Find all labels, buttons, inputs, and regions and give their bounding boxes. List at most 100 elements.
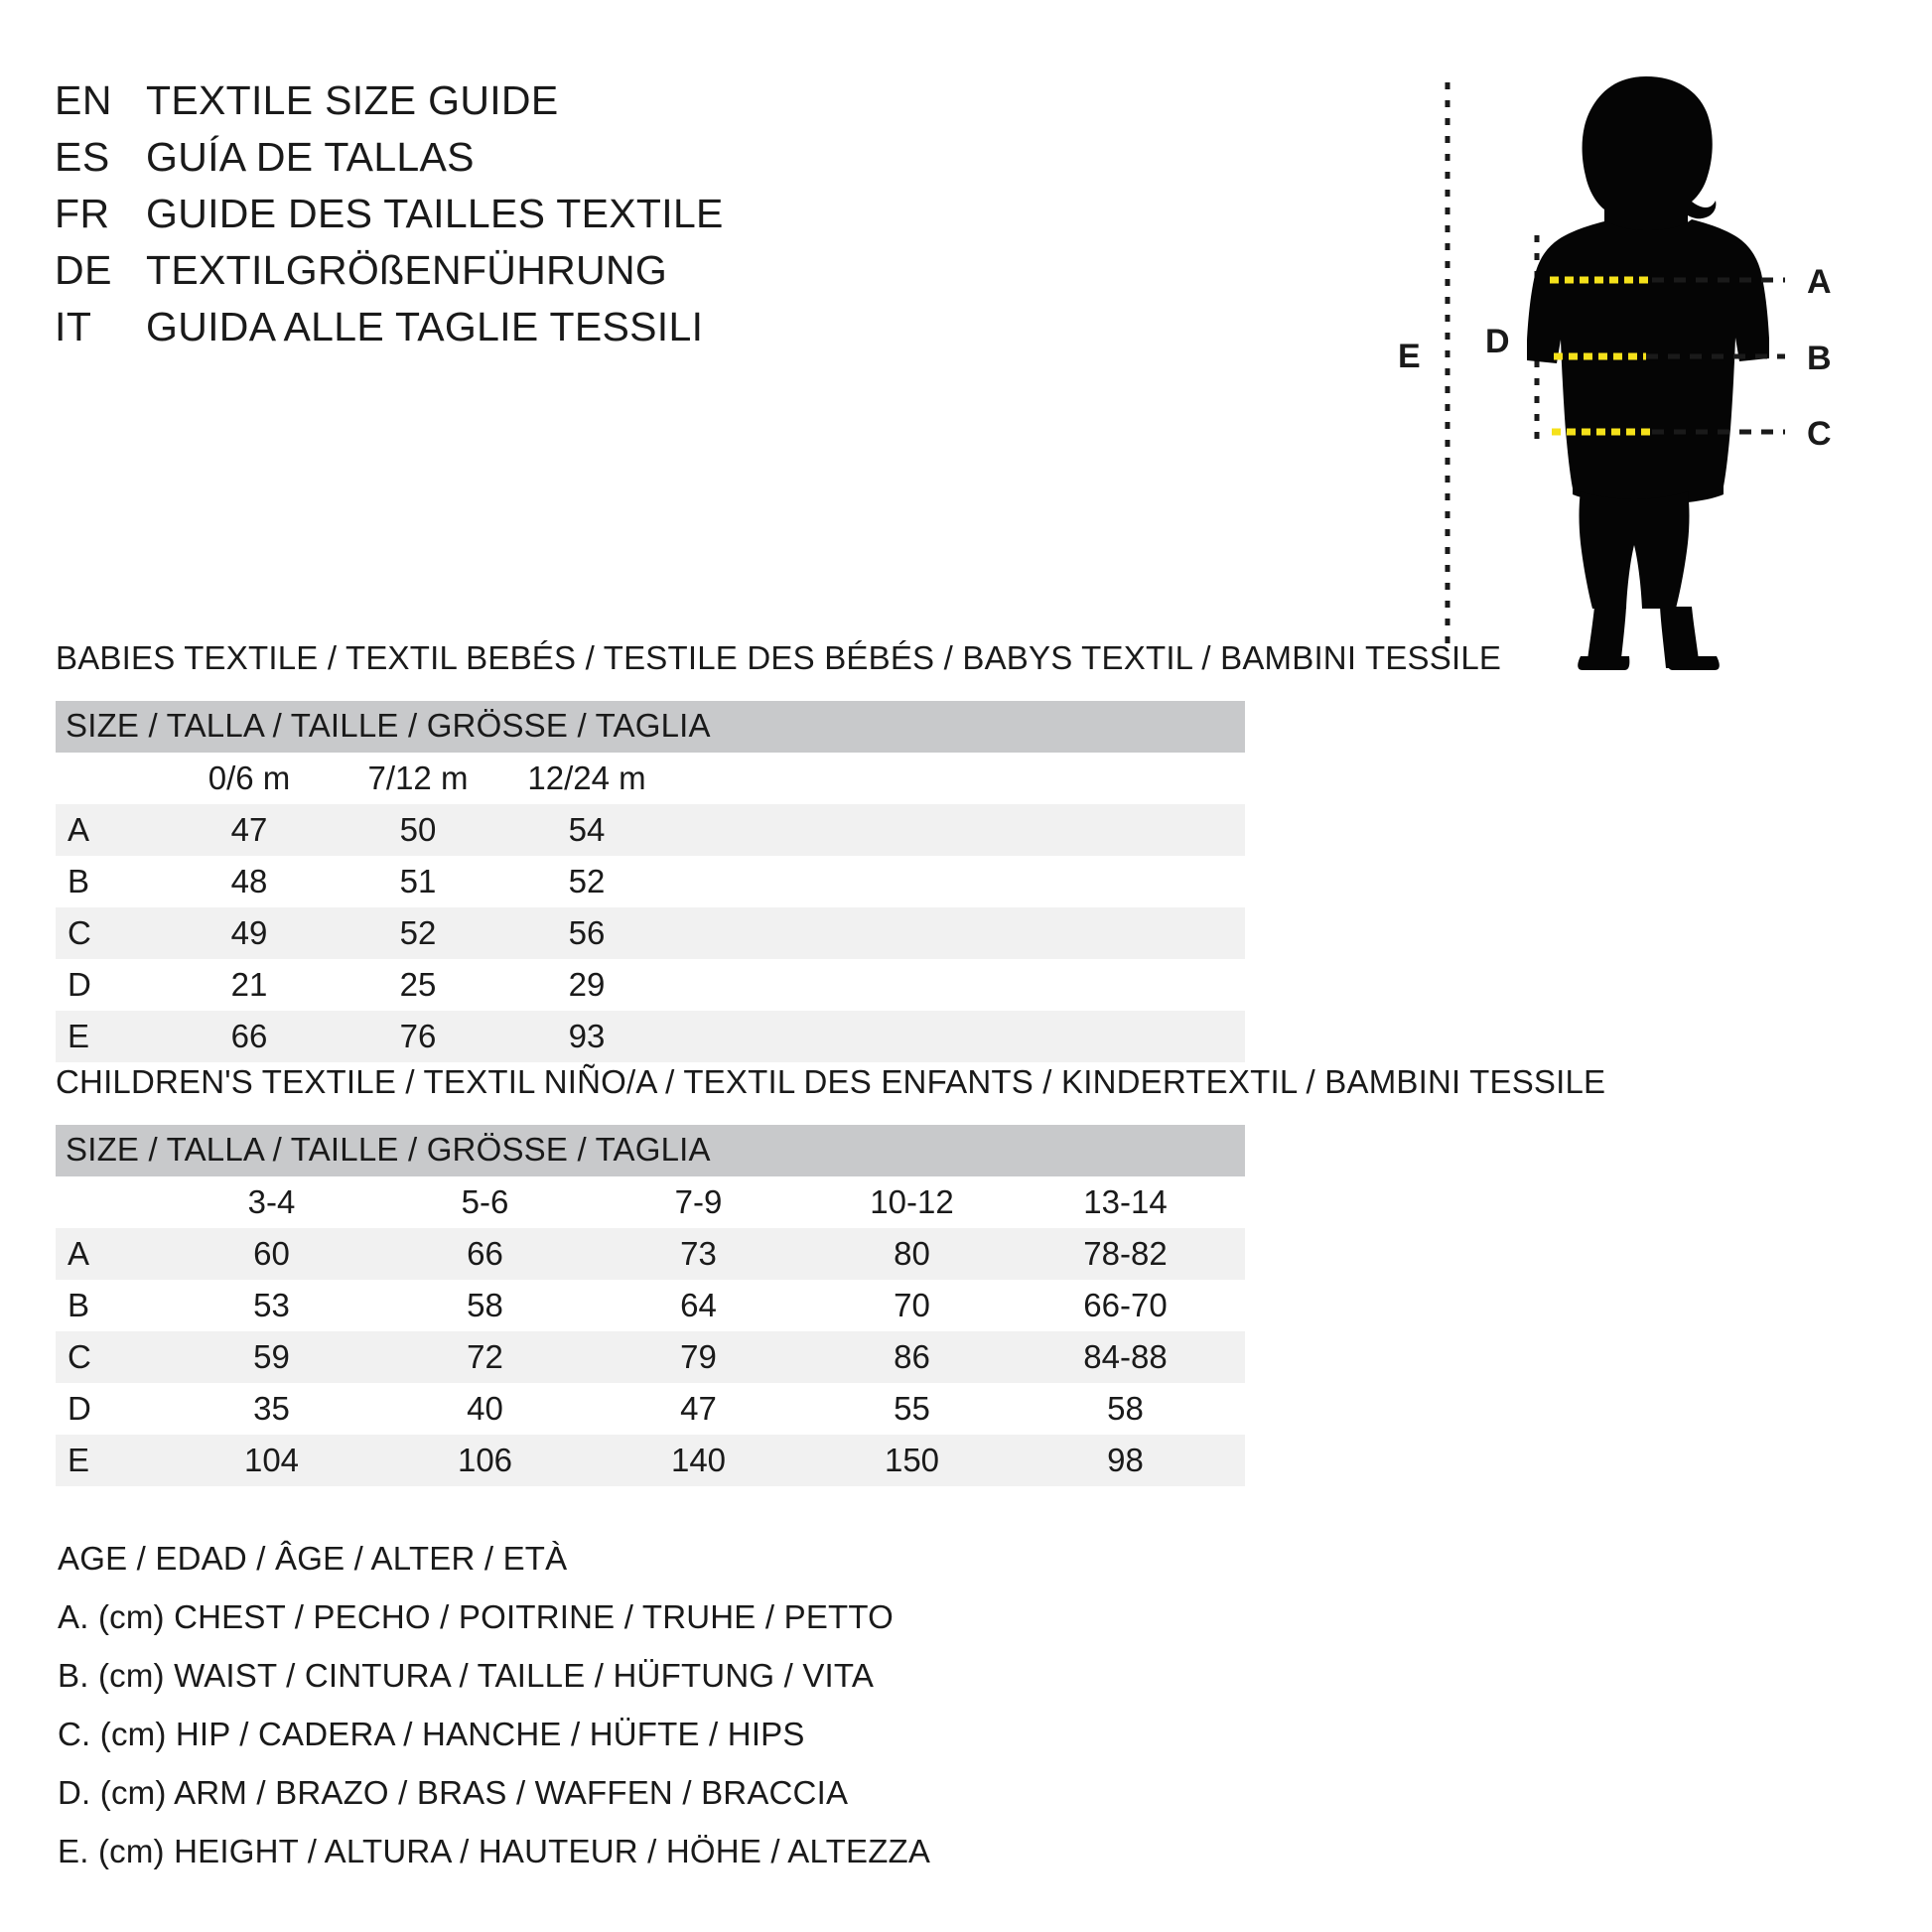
measurement-cell: 70 [894,1287,930,1323]
spacer-cell [671,907,1246,959]
children-section-title: CHILDREN'S TEXTILE / TEXTIL NIÑO/A / TEX… [56,1063,1606,1100]
measurement-cell: 25 [399,966,437,1003]
spacer-cell [1232,1435,1246,1486]
babies-table-header-label: SIZE / TALLA / TAILLE / GRÖSSE / TAGLIA [56,701,1246,753]
measurement-cell: 51 [399,863,437,899]
child-silhouette [1527,76,1769,670]
measurement-cell: 60 [165,1228,378,1280]
children-table-header-row: SIZE / TALLA / TAILLE / GRÖSSE / TAGLIA [56,1125,1246,1176]
measurement-cell: 76 [334,1011,502,1062]
row-label-cell: D [68,1390,91,1427]
spacer-cell [1232,1280,1245,1331]
spacer-cell [1232,1383,1245,1435]
column-header-cell: 5-6 [378,1176,592,1228]
language-code: DE [55,247,112,293]
babies-size-table: SIZE / TALLA / TAILLE / GRÖSSE / TAGLIA … [56,701,1246,1062]
measurement-cell: 50 [334,804,502,856]
children-column-header-row: 3-4 5-6 7-9 10-12 13-14 [56,1176,1246,1228]
table-row: C 49 52 56 [56,907,1246,959]
row-label-cell: E [56,1435,165,1486]
table-row: D 35 40 47 55 58 [56,1383,1245,1435]
measurement-cell: 150 [805,1435,1019,1486]
legend-line: D. (cm) ARM / BRAZO / BRAS / WAFFEN / BR… [58,1774,849,1811]
measurement-cell: 54 [502,804,671,856]
language-row: DE TEXTILGRÖßENFÜHRUNG [55,247,1097,304]
column-header-cell: 10-12 [805,1176,1019,1228]
figure-label-d: D [1485,323,1510,360]
table-row: B 53 58 64 70 66-70 [56,1280,1245,1331]
legend-line: B. (cm) WAIST / CINTURA / TAILLE / HÜFTU… [58,1657,875,1694]
row-label-cell: C [56,907,165,959]
figure-label-e: E [1398,338,1421,375]
measurement-cell: 52 [568,863,606,899]
measurement-cell: 80 [805,1228,1019,1280]
measurement-cell: 84-88 [1019,1331,1232,1383]
children-size-table: SIZE / TALLA / TAILLE / GRÖSSE / TAGLIA … [56,1125,1246,1486]
measurement-cell: 40 [467,1390,503,1427]
legend-line: A. (cm) CHEST / PECHO / POITRINE / TRUHE… [58,1598,895,1635]
language-title: TEXTILGRÖßENFÜHRUNG [146,247,668,293]
measurement-cell: 86 [805,1331,1019,1383]
language-title-block: EN TEXTILE SIZE GUIDE ES GUÍA DE TALLAS FR GU… [55,77,1097,360]
measurement-cell: 49 [165,907,334,959]
spacer-cell [671,959,1245,1011]
measurement-cell: 106 [378,1435,592,1486]
spacer-cell [671,1011,1246,1062]
measurement-legend: AGE / EDAD / ÂGE / ALTER / ETÀ A. (cm) CH… [58,1529,1249,1880]
measurement-cell: 104 [165,1435,378,1486]
measurement-cell: 98 [1019,1435,1232,1486]
measurement-cell: 66 [165,1011,334,1062]
measurement-cell: 35 [253,1390,290,1427]
spacer-cell [1232,1228,1246,1280]
measurement-cell: 56 [502,907,671,959]
corner-cell [56,753,165,804]
measurement-cell: 59 [165,1331,378,1383]
legend-line: E. (cm) HEIGHT / ALTURA / HAUTEUR / HÖHE… [58,1833,931,1869]
row-label-cell: D [68,966,91,1003]
language-title: GUIDA ALLE TAGLIE TESSILI [146,304,704,349]
column-header-cell: 13-14 [1019,1176,1232,1228]
measurement-cell: 66 [378,1228,592,1280]
language-code: FR [55,191,110,236]
measurement-cell: 47 [680,1390,717,1427]
measurement-cell: 72 [378,1331,592,1383]
babies-column-header-row: 0/6 m 7/12 m 12/24 m [56,753,1246,804]
figure-label-a: A [1807,263,1832,301]
language-row: IT GUIDA ALLE TAGLIE TESSILI [55,304,1097,360]
column-header-cell: 3-4 [165,1176,378,1228]
language-title: GUIDE DES TAILLES TEXTILE [146,191,724,236]
language-row: FR GUIDE DES TAILLES TEXTILE [55,191,1097,247]
measurement-cell: 140 [592,1435,805,1486]
figure-label-c: C [1807,415,1832,453]
column-header-cell: 7-9 [592,1176,805,1228]
legend-line: AGE / EDAD / ÂGE / ALTER / ETÀ [58,1540,568,1577]
spacer-cell [671,753,1246,804]
table-row: C 59 72 79 86 84-88 [56,1331,1246,1383]
row-label-cell: A [56,804,165,856]
language-row: EN TEXTILE SIZE GUIDE [55,77,1097,134]
row-label-cell: B [68,1287,90,1323]
measurement-cell: 73 [592,1228,805,1280]
measurement-cell: 93 [502,1011,671,1062]
language-title: TEXTILE SIZE GUIDE [146,77,559,123]
row-label-cell: A [56,1228,165,1280]
measurement-cell: 79 [592,1331,805,1383]
children-table-body: 3-4 5-6 7-9 10-12 13-14 A 60 66 73 80 78-82 B 53 58 64… [56,1176,1246,1486]
measurement-cell: 64 [680,1287,717,1323]
spacer-cell [671,804,1246,856]
measurement-cell: 55 [894,1390,930,1427]
column-header-cell: 12/24 m [502,753,671,804]
language-row: ES GUÍA DE TALLAS [55,134,1097,191]
table-row: A 47 50 54 [56,804,1246,856]
table-row: E 104 106 140 150 98 [56,1435,1246,1486]
measurement-cell: 66-70 [1083,1287,1168,1323]
column-header-cell: 7/12 m [334,753,502,804]
table-row: E 66 76 93 [56,1011,1246,1062]
children-table-header-label: SIZE / TALLA / TAILLE / GRÖSSE / TAGLIA [56,1125,1246,1176]
row-label-cell: C [56,1331,165,1383]
language-code: ES [55,134,110,180]
babies-section-title: BABIES TEXTILE / TEXTIL BEBÉS / TESTILE … [56,639,1502,676]
language-code: IT [55,304,92,349]
measurement-figure-panel: A B C D E [1390,55,1906,670]
language-title: GUÍA DE TALLAS [146,134,475,180]
